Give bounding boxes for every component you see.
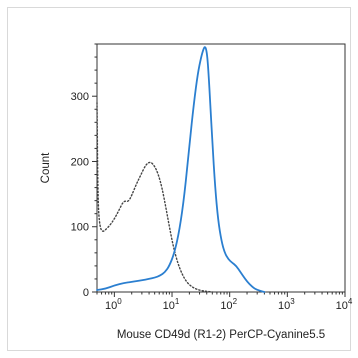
x-tick-label: 104 xyxy=(336,297,353,312)
control-histogram-line xyxy=(96,102,214,293)
y-axis-label: Count xyxy=(40,152,52,183)
x-tick-label: 103 xyxy=(278,297,295,312)
chart-frame xyxy=(7,7,351,351)
y-tick-label: 100 xyxy=(71,222,89,234)
y-tick-label: 300 xyxy=(71,91,89,103)
stained-histogram-line xyxy=(96,46,266,293)
y-tick-label: 200 xyxy=(71,156,89,168)
y-tick-label: 0 xyxy=(83,287,89,299)
x-tick-label: 101 xyxy=(163,297,180,312)
x-tick-label: 100 xyxy=(105,297,122,312)
plot-area-border xyxy=(96,43,346,293)
x-axis-label: Mouse CD49d (R1-2) PerCP-Cyanine5.5 xyxy=(117,329,325,341)
x-tick-label: 102 xyxy=(220,297,237,312)
